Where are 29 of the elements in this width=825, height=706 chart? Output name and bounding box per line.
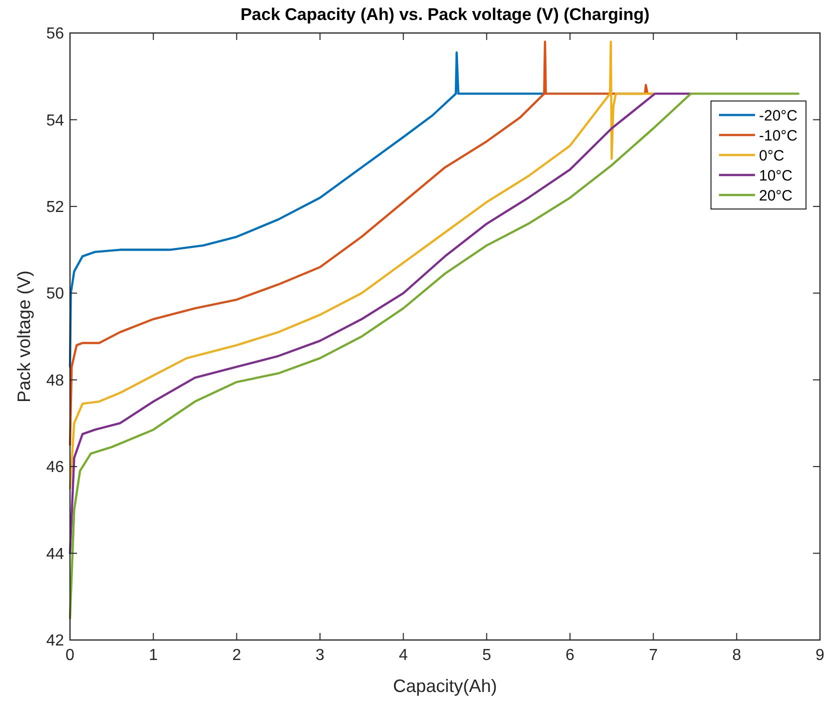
legend-label: 10°C bbox=[759, 167, 793, 184]
legend-label: 20°C bbox=[759, 187, 793, 204]
y-axis-title: Pack voltage (V) bbox=[14, 270, 34, 403]
y-tick-label: 56 bbox=[46, 26, 64, 43]
y-tick-label: 50 bbox=[46, 286, 64, 303]
x-tick-label: 5 bbox=[482, 647, 492, 664]
x-tick-label: 2 bbox=[232, 647, 242, 664]
y-tick-label: 44 bbox=[46, 546, 64, 563]
x-tick-label: 3 bbox=[316, 647, 325, 664]
legend-label: -20°C bbox=[759, 107, 798, 124]
y-tick-label: 46 bbox=[46, 459, 64, 476]
legend-label: 0°C bbox=[759, 147, 784, 164]
x-tick-label: 6 bbox=[566, 647, 575, 664]
y-tick-label: 54 bbox=[46, 112, 64, 130]
y-tick-label: 48 bbox=[46, 372, 64, 390]
line-series bbox=[68, 92, 800, 620]
x-tick-label: 1 bbox=[148, 647, 158, 664]
line-series bbox=[68, 51, 546, 368]
y-tick-label: 52 bbox=[46, 199, 64, 216]
chart-title: Pack Capacity (Ah) vs. Pack voltage (V) (Charging) bbox=[240, 5, 650, 24]
x-tick-label: 0 bbox=[66, 647, 75, 664]
x-axis-title: Capacity(Ah) bbox=[392, 676, 498, 696]
x-tick-label: 9 bbox=[816, 647, 825, 664]
line-series bbox=[68, 92, 692, 554]
x-tick-label: 4 bbox=[398, 647, 408, 664]
x-tick-label: 7 bbox=[648, 647, 658, 664]
y-tick-label: 42 bbox=[46, 632, 64, 650]
x-tick-label: 8 bbox=[732, 647, 742, 664]
legend-label: -10°C bbox=[759, 127, 798, 144]
